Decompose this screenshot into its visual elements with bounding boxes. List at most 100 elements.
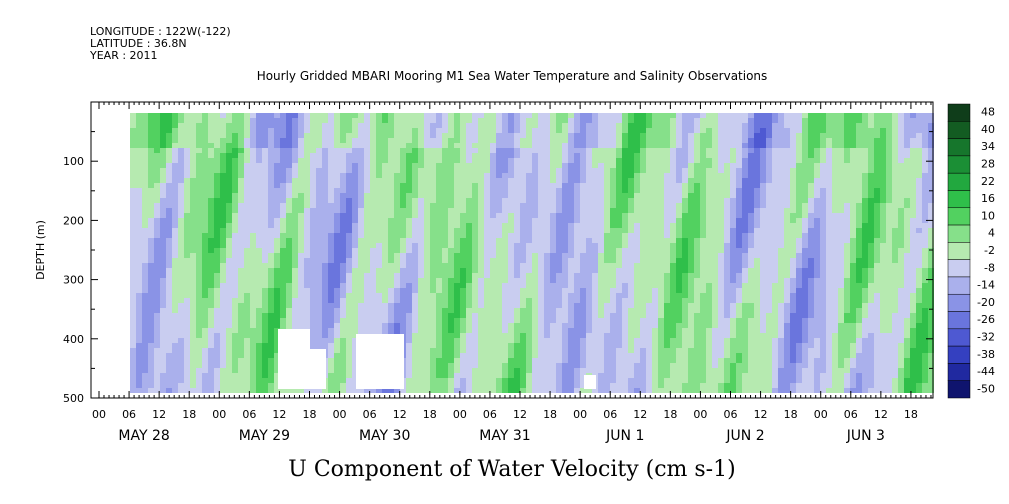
heatmap-cell	[328, 198, 334, 203]
heatmap-cell	[640, 233, 646, 238]
heatmap-cell	[130, 118, 136, 123]
heatmap-cell	[418, 353, 424, 358]
heatmap-cell	[202, 203, 208, 208]
heatmap-cell	[580, 338, 586, 343]
heatmap-cell	[580, 128, 586, 133]
heatmap-cell	[376, 168, 382, 173]
heatmap-cell	[652, 228, 658, 233]
heatmap-cell	[472, 388, 478, 393]
heatmap-cell	[202, 188, 208, 193]
heatmap-cell	[268, 338, 274, 343]
heatmap-cell	[394, 238, 400, 243]
heatmap-cell	[448, 253, 454, 258]
heatmap-cell	[448, 258, 454, 263]
heatmap-cell	[430, 338, 436, 343]
heatmap-cell	[490, 243, 496, 248]
heatmap-cell	[478, 278, 484, 283]
heatmap-cell	[136, 303, 142, 308]
heatmap-cell	[418, 188, 424, 193]
heatmap-cell	[604, 283, 610, 288]
heatmap-cell	[364, 288, 370, 293]
heatmap-cell	[568, 173, 574, 178]
heatmap-cell	[232, 158, 238, 163]
heatmap-cell	[292, 118, 298, 123]
heatmap-cell	[370, 153, 376, 158]
heatmap-cell	[466, 258, 472, 263]
heatmap-cell	[532, 298, 538, 303]
heatmap-cell	[226, 113, 232, 118]
heatmap-cell	[376, 238, 382, 243]
heatmap-cell	[430, 198, 436, 203]
heatmap-cell	[490, 138, 496, 143]
heatmap-cell	[424, 203, 430, 208]
heatmap-cell	[286, 168, 292, 173]
heatmap-cell	[334, 353, 340, 358]
heatmap-cell	[466, 148, 472, 153]
heatmap-cell	[460, 303, 466, 308]
heatmap-cell	[556, 323, 562, 328]
heatmap-cell	[412, 233, 418, 238]
heatmap-cell	[280, 163, 286, 168]
heatmap-cell	[256, 338, 262, 343]
heatmap-cell	[568, 258, 574, 263]
heatmap-cell	[388, 183, 394, 188]
heatmap-cell	[496, 283, 502, 288]
heatmap-cell	[184, 263, 190, 268]
heatmap-cell	[460, 188, 466, 193]
heatmap-cell	[154, 178, 160, 183]
heatmap-cell	[508, 123, 514, 128]
heatmap-cell	[292, 283, 298, 288]
heatmap-cell	[250, 228, 256, 233]
heatmap-cell	[490, 208, 496, 213]
heatmap-cell	[442, 303, 448, 308]
heatmap-cell	[220, 313, 226, 318]
heatmap-cell	[184, 293, 190, 298]
heatmap-cell	[340, 243, 346, 248]
heatmap-cell	[274, 273, 280, 278]
heatmap-cell	[472, 298, 478, 303]
heatmap-cell	[556, 128, 562, 133]
heatmap-cell	[418, 363, 424, 368]
heatmap-cell	[166, 198, 172, 203]
heatmap-cell	[478, 168, 484, 173]
heatmap-cell	[586, 338, 592, 343]
heatmap-cell	[442, 378, 448, 383]
heatmap-cell	[610, 343, 616, 348]
heatmap-cell	[328, 378, 334, 383]
heatmap-cell	[412, 178, 418, 183]
heatmap-cell	[598, 298, 604, 303]
heatmap-cell	[472, 313, 478, 318]
heatmap-cell	[160, 323, 166, 328]
heatmap-cell	[286, 178, 292, 183]
heatmap-cell	[508, 368, 514, 373]
heatmap-cell	[652, 123, 658, 128]
heatmap-cell	[334, 198, 340, 203]
heatmap-cell	[268, 378, 274, 383]
heatmap-cell	[574, 353, 580, 358]
heatmap-cell	[532, 308, 538, 313]
heatmap-cell	[520, 283, 526, 288]
heatmap-cell	[388, 128, 394, 133]
heatmap-cell	[610, 268, 616, 273]
heatmap-cell	[586, 283, 592, 288]
heatmap-cell	[358, 193, 364, 198]
heatmap-cell	[544, 383, 550, 388]
heatmap-cell	[154, 123, 160, 128]
heatmap-cell	[130, 323, 136, 328]
heatmap-cell	[454, 113, 460, 118]
heatmap-cell	[322, 183, 328, 188]
heatmap-cell	[622, 183, 628, 188]
heatmap-cell	[418, 228, 424, 233]
heatmap-cell	[628, 343, 634, 348]
heatmap-cell	[388, 298, 394, 303]
heatmap-cell	[622, 378, 628, 383]
heatmap-cell	[466, 178, 472, 183]
heatmap-cell	[520, 273, 526, 278]
heatmap-cell	[580, 223, 586, 228]
heatmap-cell	[190, 228, 196, 233]
heatmap-cell	[166, 388, 172, 393]
heatmap-cell	[628, 388, 634, 393]
heatmap-cell	[256, 173, 262, 178]
heatmap-cell	[406, 328, 412, 333]
heatmap-cell	[172, 148, 178, 153]
